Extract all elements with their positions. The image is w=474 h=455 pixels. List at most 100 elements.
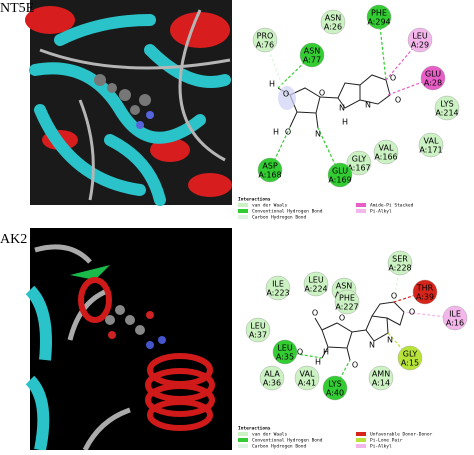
residue-name: PRO <box>257 32 274 41</box>
panel-label: NT5E <box>0 1 34 16</box>
residue-id: A:35 <box>276 353 294 362</box>
residue-id: A:224 <box>304 285 327 294</box>
atom-label: H <box>342 118 348 127</box>
legend-swatch <box>356 438 366 442</box>
residue <box>368 365 394 391</box>
residue-name: ASN <box>304 47 321 56</box>
residue-id: A:76 <box>256 41 274 50</box>
panel-label: AK2 <box>0 232 27 247</box>
legend-label: Carbon Hydrogen Bond <box>252 215 306 221</box>
residue <box>412 279 438 305</box>
residue-name: ALA <box>264 370 280 379</box>
residue <box>245 317 271 343</box>
atom-label: O <box>390 74 396 83</box>
residue <box>420 65 446 91</box>
residue-name: LEU <box>308 276 324 285</box>
atom-label: O <box>395 96 401 105</box>
residue <box>265 275 291 301</box>
residue-id: A:41 <box>298 379 316 388</box>
legend-label: Carbon Hydrogen Bond <box>252 444 306 450</box>
interaction <box>387 77 434 96</box>
residue <box>322 375 348 401</box>
residue-name: PHE <box>339 294 355 303</box>
residue-id: A:294 <box>367 18 390 27</box>
residue-name: GLY <box>352 155 367 164</box>
atom-label: N <box>365 101 371 110</box>
residue <box>397 345 423 371</box>
atom-label: O <box>319 89 325 98</box>
residue-name: ILE <box>272 280 284 289</box>
residue <box>272 339 298 365</box>
residue <box>259 365 285 391</box>
residue-id: A:14 <box>372 379 390 388</box>
atom-label: O <box>409 308 415 317</box>
residue-id: A:26 <box>324 23 342 32</box>
residue <box>320 9 346 35</box>
residue-id: A:227 <box>335 303 358 312</box>
atom-label: O <box>312 309 318 318</box>
legend-label: Amide-Pi Stacked <box>370 203 414 209</box>
residue-id: A:15 <box>401 359 419 368</box>
interaction <box>317 127 341 176</box>
atom-label: O <box>297 348 303 357</box>
atom-label: O <box>285 128 291 137</box>
protein-render <box>25 0 232 206</box>
interaction <box>403 311 456 319</box>
residue-name: ASN <box>336 282 353 291</box>
residue-id: A:168 <box>258 171 281 180</box>
residue-name: VAL <box>424 137 439 146</box>
residue-id: A:29 <box>411 41 429 50</box>
legend-label: van der Waals <box>252 432 288 438</box>
legend-swatch <box>356 444 366 448</box>
legend-label: Pi-Lone Pair <box>370 438 403 444</box>
atom-label: H <box>269 80 275 89</box>
atom-label: O <box>391 292 397 301</box>
legend-title: Interactions <box>238 197 271 203</box>
residue-name: VAL <box>300 370 315 379</box>
atom-label: O <box>283 90 289 99</box>
legend-swatch <box>356 209 366 213</box>
residue <box>373 139 399 165</box>
legend-swatch <box>238 432 248 436</box>
residue <box>294 365 320 391</box>
residue-id: A:214 <box>435 109 458 118</box>
residue <box>387 250 413 276</box>
residue-name: LYS <box>328 380 341 389</box>
legend-label: Conventional Hydrogen Bond <box>252 438 323 444</box>
residue-id: A:77 <box>303 56 321 65</box>
residue-name: ASN <box>325 14 342 23</box>
interaction <box>385 39 421 81</box>
residue-name: ASP <box>262 162 278 171</box>
residue <box>418 132 444 158</box>
atom-label: O <box>339 314 345 323</box>
residue-id: A:37 <box>249 331 267 340</box>
residue-id: A:167 <box>347 164 370 173</box>
residue <box>299 42 325 68</box>
atom-label: H <box>315 358 321 367</box>
atom-label: N <box>315 130 321 139</box>
legend-label: Unfavorable Donor-Donor <box>370 432 433 438</box>
residue <box>442 305 468 331</box>
residue-id: A:16 <box>446 319 464 328</box>
residue <box>366 4 392 30</box>
residue-id: A:40 <box>326 389 344 398</box>
residue <box>434 95 460 121</box>
residue <box>252 27 278 53</box>
legend-swatch <box>238 444 248 448</box>
residue-id: A:166 <box>374 153 397 162</box>
residue-name: LYS <box>440 100 453 109</box>
residue-id: A:36 <box>263 379 281 388</box>
atom-label: N <box>369 341 375 350</box>
residue <box>346 150 372 176</box>
legend-label: van der Waals <box>252 203 288 209</box>
residue-name: AMN <box>372 370 390 379</box>
ligand <box>277 74 391 129</box>
ligand <box>314 301 405 361</box>
legend-swatch <box>238 203 248 207</box>
residue-name: LEU <box>412 32 428 41</box>
residue-name: GLU <box>332 167 348 176</box>
residue-name: SER <box>392 255 408 264</box>
protein-render <box>25 228 232 452</box>
residue-name: PHE <box>371 9 387 18</box>
